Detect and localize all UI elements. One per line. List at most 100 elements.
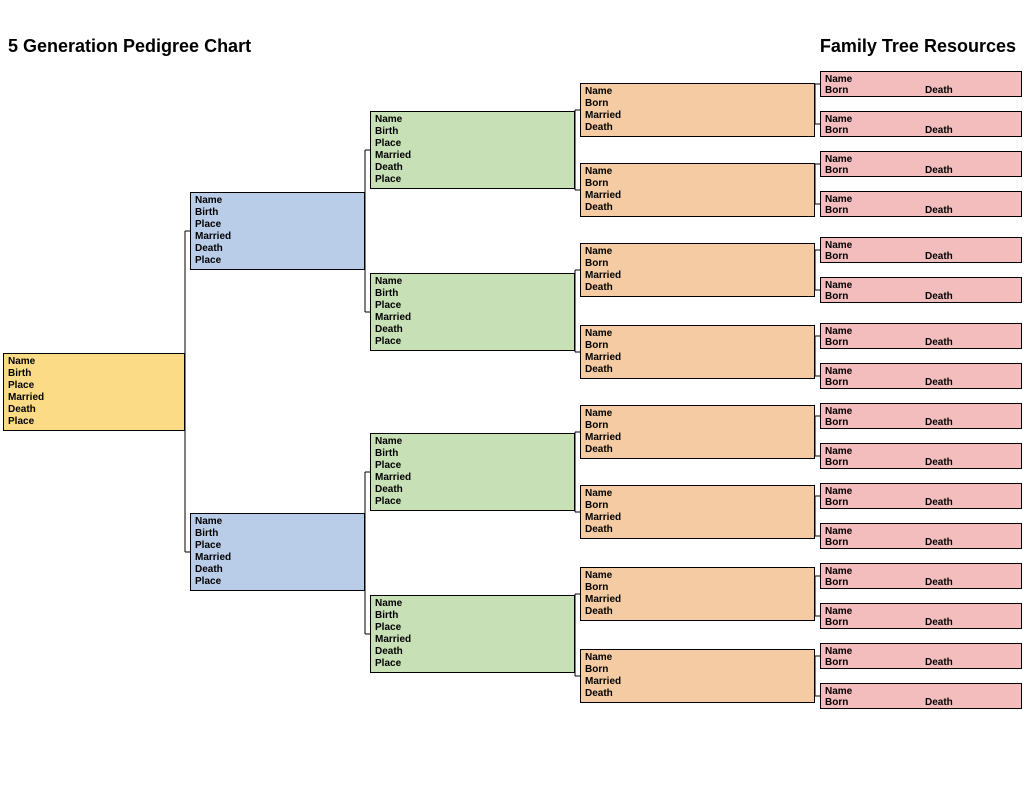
field-place-5: Place (195, 576, 360, 588)
field-born-1: Born (585, 98, 810, 110)
field-birth-1: Birth (375, 448, 570, 460)
field-birth-1: Birth (195, 207, 360, 219)
gen5-box-13: NameBorn Death (820, 603, 1022, 629)
field-death: Death (925, 337, 953, 348)
gen4-box-5: NameBornMarriedDeath (580, 485, 815, 539)
pedigree-chart: 5 Generation Pedigree Chart Family Tree … (0, 0, 1024, 791)
field-born: Born (825, 617, 848, 628)
field-name-0: Name (195, 195, 360, 207)
field-name: Name (825, 366, 852, 377)
field-death-4: Death (8, 404, 180, 416)
gen3-box-1: NameBirthPlaceMarriedDeathPlace (370, 273, 575, 351)
gen5-box-11: NameBornDeath (820, 523, 1022, 549)
field-death: Death (925, 205, 953, 216)
field-death-4: Death (375, 162, 570, 174)
field-death-3: Death (585, 282, 810, 294)
field-name: Name (825, 326, 852, 337)
page-title-left: 5 Generation Pedigree Chart (8, 36, 251, 57)
page-title-right: Family Tree Resources (820, 36, 1016, 57)
field-born: Born (825, 337, 848, 348)
gen5-box-15: NameBornDeath (820, 683, 1022, 709)
field-birth-1: Birth (375, 610, 570, 622)
field-place-2: Place (375, 460, 570, 472)
gen5-box-5: NameBornDeath (820, 277, 1022, 303)
field-death-3: Death (585, 202, 810, 214)
gen2-box-1: NameBirthPlaceMarriedDeathPlace (190, 513, 365, 591)
field-place-2: Place (195, 540, 360, 552)
field-born: Born (825, 205, 848, 216)
field-born: Born (825, 165, 848, 176)
field-death: Death (925, 537, 953, 548)
gen4-box-3: NameBornMarriedDeath (580, 325, 815, 379)
gen5-box-3: NameBornDeath (820, 191, 1022, 217)
field-married-2: Married (585, 512, 810, 524)
field-name-0: Name (585, 166, 810, 178)
gen5-box-9: NameBornDeath (820, 443, 1022, 469)
field-name: Name (825, 686, 852, 697)
field-name: Name (825, 486, 852, 497)
gen5-box-6: NameBorn Death (820, 323, 1022, 349)
gen4-box-2: NameBornMarriedDeath (580, 243, 815, 297)
field-married-2: Married (585, 432, 810, 444)
field-name: Name (825, 606, 852, 617)
field-name: Name (825, 114, 852, 125)
gen2-box-0: NameBirthPlaceMarriedDeathPlace (190, 192, 365, 270)
field-place-5: Place (8, 416, 180, 428)
field-married-2: Married (585, 676, 810, 688)
field-name: Name (825, 646, 852, 657)
field-birth-1: Birth (195, 528, 360, 540)
field-death: Death (925, 697, 953, 708)
gen5-box-1: NameBornDeath (820, 111, 1022, 137)
field-death-4: Death (375, 646, 570, 658)
field-place-5: Place (375, 496, 570, 508)
field-married-3: Married (375, 472, 570, 484)
field-born: Born (825, 497, 848, 508)
field-born-1: Born (585, 500, 810, 512)
field-place-5: Place (375, 336, 570, 348)
field-death-4: Death (375, 484, 570, 496)
field-born: Born (825, 85, 848, 96)
field-married-3: Married (195, 231, 360, 243)
field-born: Born (825, 291, 848, 302)
field-married-2: Married (585, 594, 810, 606)
field-death: Death (925, 617, 953, 628)
field-name: Name (825, 566, 852, 577)
field-place-5: Place (195, 255, 360, 267)
gen5-box-14: NameBornDeath (820, 643, 1022, 669)
field-death: Death (925, 377, 953, 388)
field-name-0: Name (585, 86, 810, 98)
field-name-0: Name (585, 246, 810, 258)
gen5-box-0: NameBornDeath (820, 71, 1022, 97)
field-name-0: Name (195, 516, 360, 528)
field-born: Born (825, 417, 848, 428)
field-place-2: Place (195, 219, 360, 231)
field-born: Born (825, 251, 848, 262)
field-death-3: Death (585, 122, 810, 134)
field-place-2: Place (375, 622, 570, 634)
gen5-box-8: NameBornDeath (820, 403, 1022, 429)
field-death: Death (925, 577, 953, 588)
field-death-4: Death (195, 564, 360, 576)
field-name-0: Name (375, 436, 570, 448)
field-death: Death (925, 497, 953, 508)
field-place-5: Place (375, 658, 570, 670)
gen4-box-6: NameBornMarriedDeath (580, 567, 815, 621)
field-name-0: Name (585, 488, 810, 500)
field-name-0: Name (585, 408, 810, 420)
gen4-box-0: NameBornMarriedDeath (580, 83, 815, 137)
field-married-3: Married (375, 150, 570, 162)
field-name: Name (825, 240, 852, 251)
field-place-2: Place (375, 300, 570, 312)
field-death-3: Death (585, 606, 810, 618)
gen5-box-2: NameBornDeath (820, 151, 1022, 177)
field-death: Death (925, 251, 953, 262)
gen5-box-10: NameBorn Death (820, 483, 1022, 509)
field-birth-1: Birth (8, 368, 180, 380)
field-death-3: Death (585, 524, 810, 536)
field-born-1: Born (585, 340, 810, 352)
field-name-0: Name (8, 356, 180, 368)
field-married-3: Married (195, 552, 360, 564)
gen5-box-7: NameBornDeath (820, 363, 1022, 389)
field-married-3: Married (375, 312, 570, 324)
field-death: Death (925, 85, 953, 96)
